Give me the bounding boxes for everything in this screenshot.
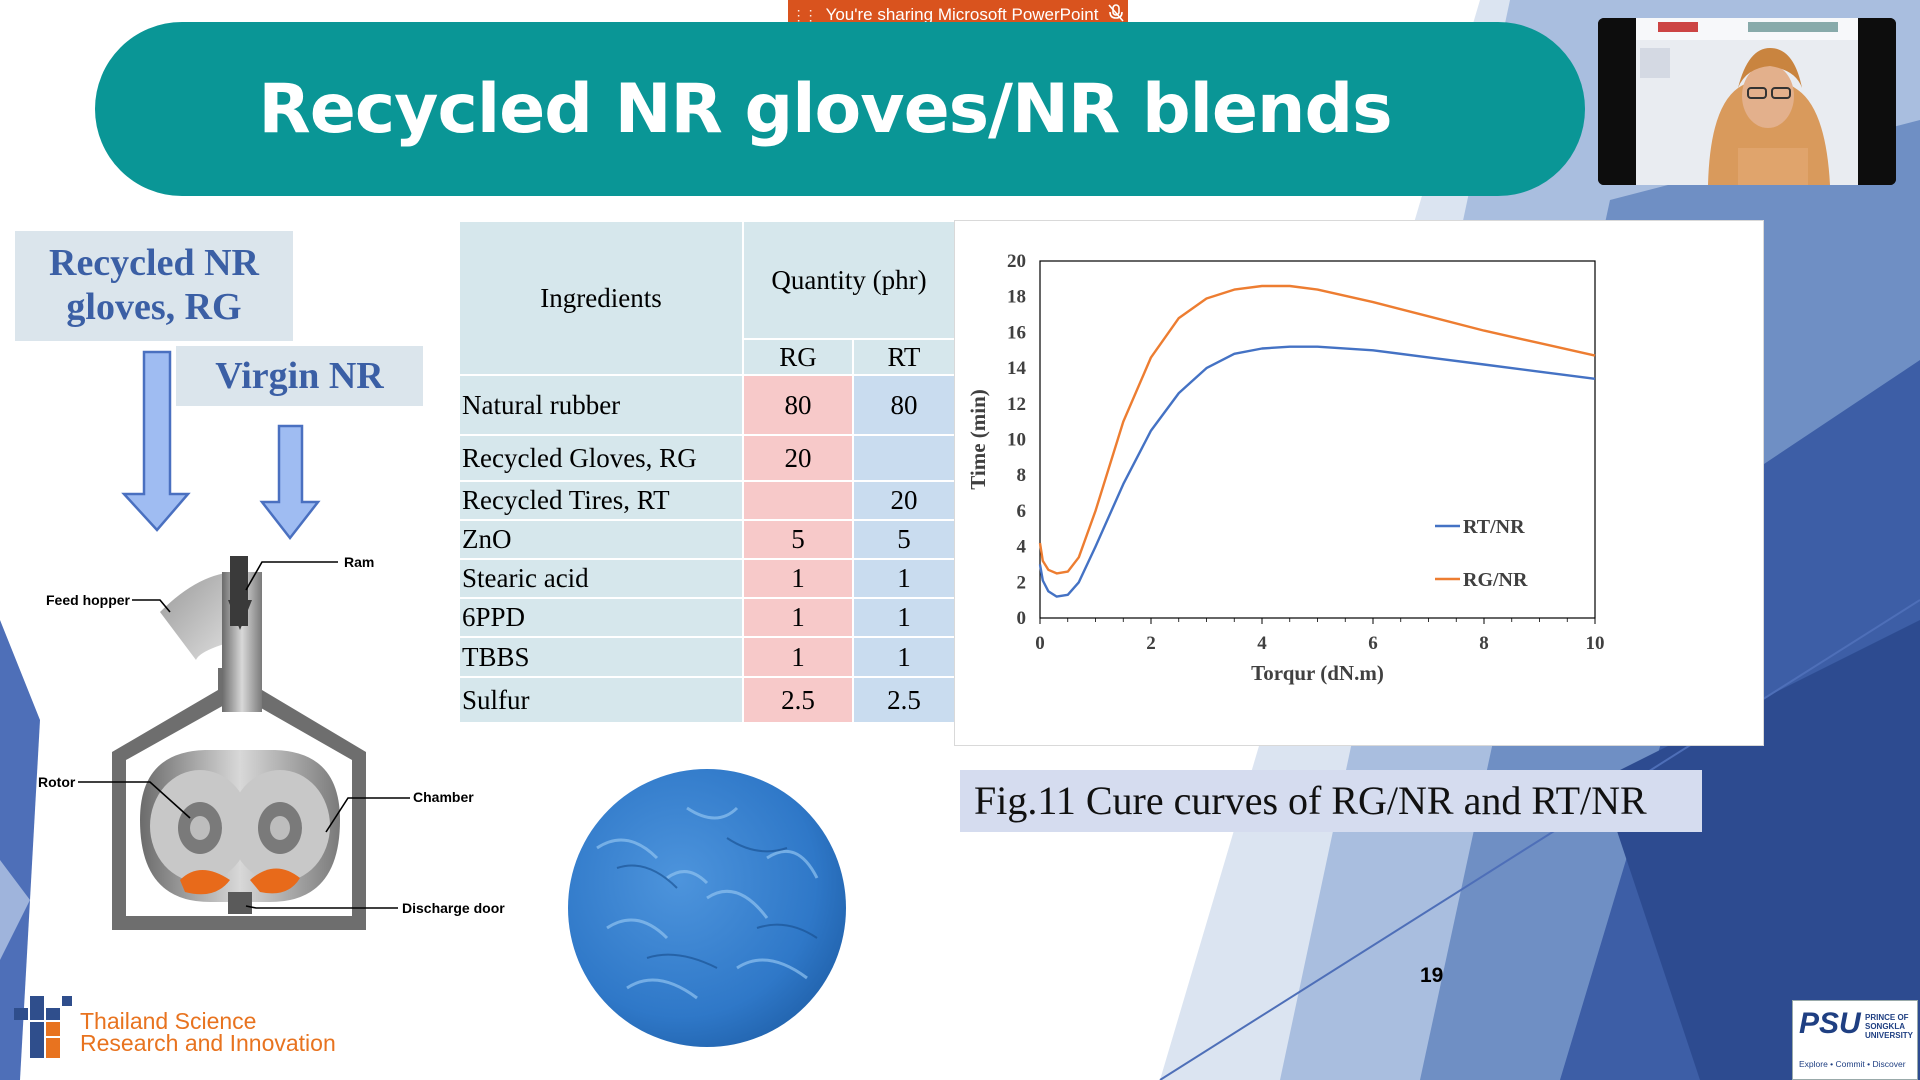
table-row: Stearic acid 1 1 xyxy=(460,560,954,597)
header-rt: RT xyxy=(854,340,954,374)
header-quantity: Quantity (phr) xyxy=(744,222,954,338)
psu-line1: PRINCE OF xyxy=(1865,1013,1909,1022)
drag-grip-icon[interactable]: ⋮⋮ xyxy=(791,6,818,23)
x-tick-label: 10 xyxy=(1586,633,1605,654)
rg-feed-arrow xyxy=(121,350,191,532)
y-tick-label: 16 xyxy=(1007,322,1026,343)
table-row: TBBS 1 1 xyxy=(460,638,954,676)
cell-rt: 1 xyxy=(854,638,954,676)
figure-caption: Fig.11 Cure curves of RG/NR and RT/NR xyxy=(960,770,1702,832)
psu-line3: UNIVERSITY xyxy=(1865,1031,1914,1040)
cell-rt: 5 xyxy=(854,521,954,558)
legend-label: RG/NR xyxy=(1463,569,1528,591)
recycled-gloves-label-text: Recycled NR gloves, RG xyxy=(49,242,259,328)
psu-tagline: Explore • Commit • Discover xyxy=(1799,1059,1906,1069)
tsri-line1: Thailand Science xyxy=(80,1008,257,1034)
tsri-logo-mark xyxy=(14,996,72,1058)
cell-ingredient: ZnO xyxy=(460,521,742,558)
cell-rg: 1 xyxy=(744,638,852,676)
cell-rg: 1 xyxy=(744,599,852,636)
cell-rg xyxy=(744,482,852,519)
x-tick-label: 0 xyxy=(1035,633,1045,654)
page-number: 19 xyxy=(1420,964,1444,987)
recycled-glove-sample-photo xyxy=(568,769,846,1047)
label-discharge-door: Discharge door xyxy=(402,900,505,916)
x-tick-label: 4 xyxy=(1257,633,1267,654)
header-rg: RG xyxy=(744,340,852,374)
cell-rg: 1 xyxy=(744,560,852,597)
slide-title: Recycled NR gloves/NR blends xyxy=(258,69,1392,149)
vnr-feed-arrow xyxy=(259,424,321,541)
ingredients-table: Ingredients Quantity (phr) RG RT Natural… xyxy=(458,220,956,724)
y-tick-label: 18 xyxy=(1007,287,1026,308)
y-tick-label: 10 xyxy=(1007,430,1026,451)
y-tick-label: 4 xyxy=(1017,537,1027,558)
y-tick-label: 20 xyxy=(1007,251,1026,272)
cell-rt: 20 xyxy=(854,482,954,519)
cell-rt: 80 xyxy=(854,376,954,434)
y-tick-label: 12 xyxy=(1007,394,1026,415)
x-tick-label: 2 xyxy=(1146,633,1156,654)
table-row: ZnO 5 5 xyxy=(460,521,954,558)
virgin-nr-label: Virgin NR xyxy=(176,346,423,406)
cell-rg: 2.5 xyxy=(744,678,852,722)
y-tick-label: 14 xyxy=(1007,358,1027,379)
cell-ingredient: TBBS xyxy=(460,638,742,676)
label-rotor: Rotor xyxy=(38,774,76,790)
series-line-rt-nr xyxy=(1038,345,1596,598)
cell-rt xyxy=(854,436,954,480)
x-tick-label: 6 xyxy=(1368,633,1378,654)
internal-mixer-diagram: Ram Feed hopper Rotor Chamber Discharge … xyxy=(38,350,505,930)
cell-ingredient: Stearic acid xyxy=(460,560,742,597)
y-tick-label: 6 xyxy=(1017,501,1027,522)
tsri-line2: Research and Innovation xyxy=(80,1030,336,1056)
psu-logo-brand: PSU xyxy=(1799,1007,1861,1040)
table-subheader-row: RG RT xyxy=(460,340,954,374)
microphone-muted-icon[interactable] xyxy=(1108,3,1125,27)
cell-rg: 80 xyxy=(744,376,852,434)
label-ram: Ram xyxy=(344,554,374,570)
psu-logo: PSU PRINCE OF SONGKLA UNIVERSITY Explore… xyxy=(1792,1000,1918,1080)
table-row: Recycled Gloves, RG 20 xyxy=(460,436,954,480)
cell-ingredient: Natural rubber xyxy=(460,376,742,434)
table-row: 6PPD 1 1 xyxy=(460,599,954,636)
virgin-nr-label-text: Virgin NR xyxy=(215,355,384,397)
label-feed-hopper: Feed hopper xyxy=(46,592,131,608)
table-row: Natural rubber 80 80 xyxy=(460,376,954,434)
y-tick-label: 8 xyxy=(1017,465,1027,486)
label-chamber: Chamber xyxy=(413,789,474,805)
cell-ingredient: 6PPD xyxy=(460,599,742,636)
figure-caption-text: Fig.11 Cure curves of RG/NR and RT/NR xyxy=(974,778,1647,823)
legend-label: RT/NR xyxy=(1463,516,1525,538)
table-header-row: Ingredients Quantity (phr) xyxy=(460,222,954,374)
psu-line2: SONGKLA xyxy=(1865,1022,1905,1031)
cell-rg: 20 xyxy=(744,436,852,480)
cell-rt: 1 xyxy=(854,599,954,636)
cell-rg: 5 xyxy=(744,521,852,558)
cell-ingredient: Sulfur xyxy=(460,678,742,722)
recycled-gloves-label: Recycled NR gloves, RG xyxy=(15,231,293,341)
cell-ingredient: Recycled Gloves, RG xyxy=(460,436,742,480)
share-banner-text: You're sharing Microsoft PowerPoint xyxy=(825,5,1099,24)
chart-svg: 0 2 4 6 8 10 12 14 16 18 20 0 2 4 6 8 10 Torqur (dN.m) Tim… xyxy=(966,251,1605,685)
cell-rt: 2.5 xyxy=(854,678,954,722)
table-row: Recycled Tires, RT 20 xyxy=(460,482,954,519)
webcam-video-tile[interactable] xyxy=(1598,18,1896,185)
table-row: Sulfur 2.5 2.5 xyxy=(460,678,954,722)
header-ingredients: Ingredients xyxy=(460,222,742,374)
x-axis-title: Torqur (dN.m) xyxy=(1251,661,1384,685)
plot-area-border xyxy=(1039,260,1596,619)
y-axis-title: Time (min) xyxy=(966,389,990,490)
y-tick-label: 0 xyxy=(1017,608,1027,629)
x-tick-label: 8 xyxy=(1479,633,1489,654)
title-banner: Recycled NR gloves/NR blends xyxy=(95,22,1585,196)
series-line-rg-nr xyxy=(1038,284,1596,575)
cure-curve-chart: 0 2 4 6 8 10 12 14 16 18 20 0 2 4 6 8 10 Torqur (dN.m) Tim… xyxy=(954,220,1764,746)
cell-rt: 1 xyxy=(854,560,954,597)
cell-ingredient: Recycled Tires, RT xyxy=(460,482,742,519)
y-tick-label: 2 xyxy=(1017,572,1027,593)
tsri-logo-text: Thailand Science Research and Innovation xyxy=(80,1008,336,1056)
